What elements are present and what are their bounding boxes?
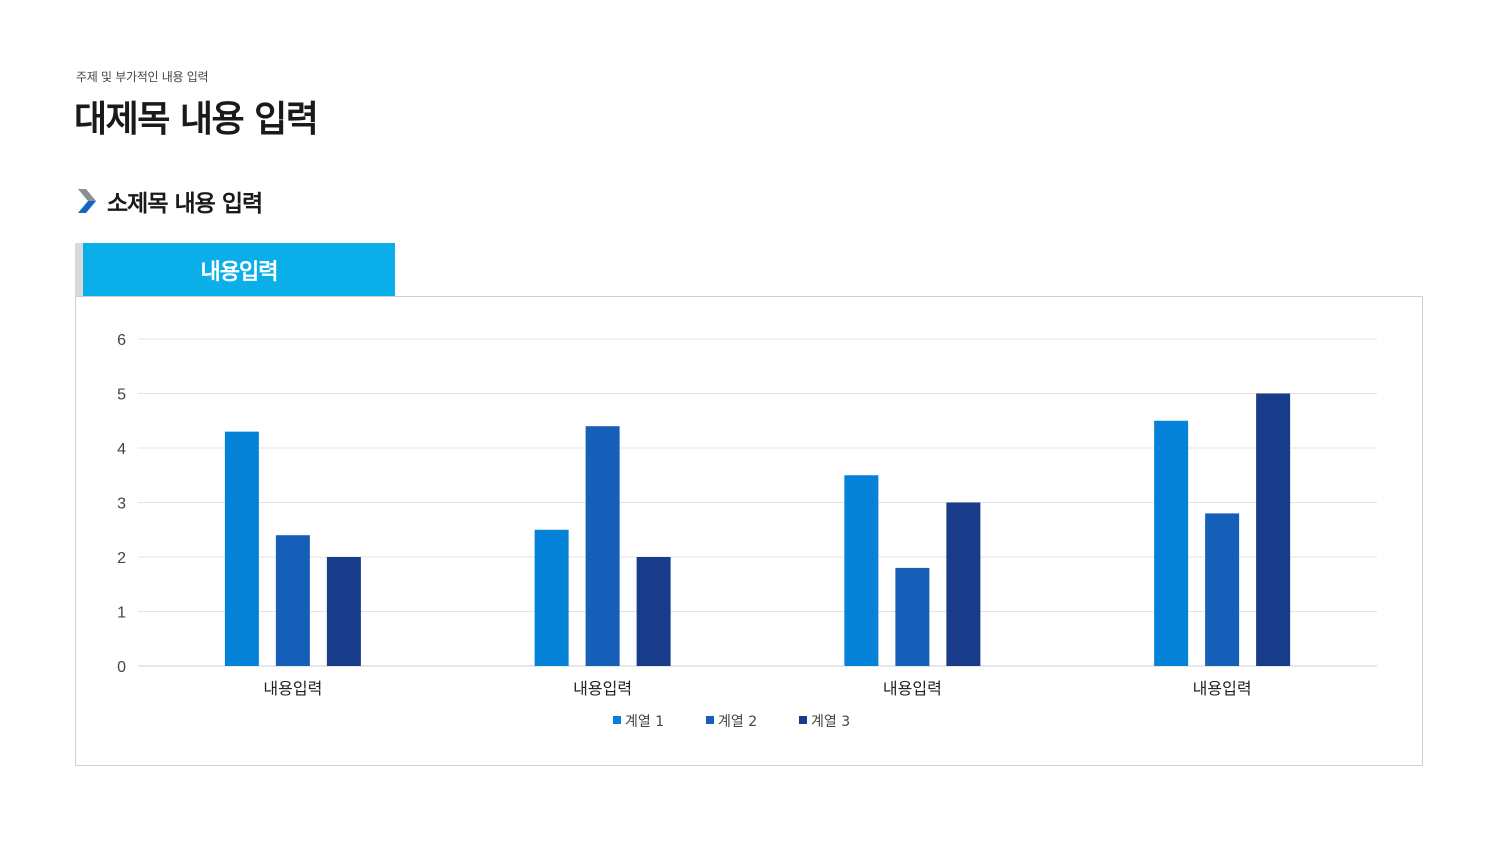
chevron-right-icon [78, 189, 96, 213]
bar [275, 535, 310, 666]
x-category-label: 내용입력 [1193, 679, 1252, 698]
bar [1154, 420, 1189, 666]
bar [1256, 393, 1291, 666]
y-tick-label: 4 [117, 441, 126, 458]
legend-swatch [613, 716, 621, 724]
y-tick-label: 5 [117, 387, 126, 404]
tab-edge [75, 243, 83, 296]
bar [636, 557, 671, 666]
bar [895, 567, 930, 666]
bar [844, 475, 879, 666]
page-subtitle: 주제 및 부가적인 내용 입력 [76, 70, 209, 84]
x-category-label: 내용입력 [573, 679, 632, 698]
x-category-label: 내용입력 [883, 679, 942, 698]
bar [224, 431, 259, 666]
bar [585, 426, 620, 666]
legend-swatch [706, 716, 714, 724]
bar [946, 502, 981, 666]
page-title: 대제목 내용 입력 [74, 99, 319, 140]
bar [534, 529, 569, 666]
y-tick-label: 6 [117, 332, 126, 349]
legend-swatch [799, 716, 807, 724]
y-tick-label: 1 [117, 605, 126, 622]
y-tick-label: 3 [117, 496, 126, 513]
bar [326, 557, 361, 666]
y-tick-label: 0 [117, 659, 126, 676]
section-heading: 소제목 내용 입력 [76, 184, 263, 218]
y-tick-label: 2 [117, 550, 126, 567]
section-title: 소제목 내용 입력 [107, 191, 263, 217]
tab-content-input[interactable]: 내용입력 [83, 243, 395, 296]
tab-label: 내용입력 [200, 259, 279, 285]
bar [1205, 513, 1240, 666]
legend-label: 계열 1 [625, 714, 664, 730]
legend-label: 계열 3 [811, 714, 850, 730]
legend-label: 계열 2 [718, 714, 757, 730]
x-category-label: 내용입력 [263, 679, 322, 698]
